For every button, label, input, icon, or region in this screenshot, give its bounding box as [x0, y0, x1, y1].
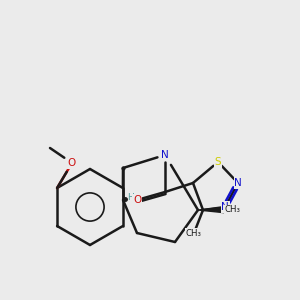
Text: S: S — [215, 157, 221, 167]
Text: N: N — [221, 202, 229, 212]
Text: N: N — [234, 178, 242, 188]
Text: CH₃: CH₃ — [186, 229, 202, 238]
Text: N: N — [161, 150, 169, 160]
Text: CH₃: CH₃ — [225, 206, 241, 214]
Text: O: O — [68, 158, 76, 168]
Polygon shape — [198, 206, 233, 214]
Text: H: H — [127, 193, 134, 202]
Text: O: O — [133, 195, 141, 205]
